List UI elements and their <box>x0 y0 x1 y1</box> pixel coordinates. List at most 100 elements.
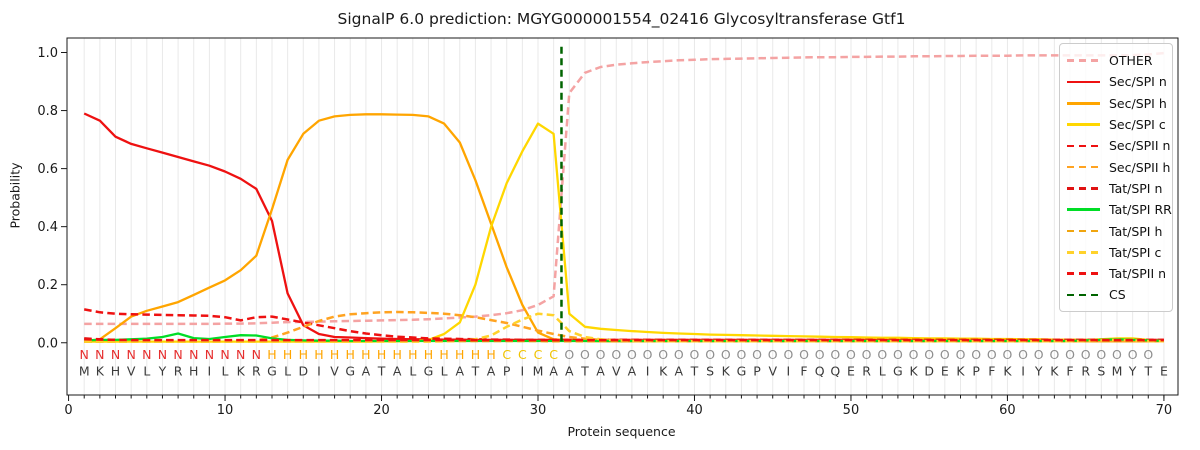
region-label: O <box>893 347 903 362</box>
legend-label: Sec/SPII h <box>1109 159 1171 175</box>
legend-line-sample <box>1067 229 1100 233</box>
region-label: O <box>971 347 981 362</box>
residue-letter: G <box>424 364 434 379</box>
region-label: H <box>486 347 495 362</box>
region-label: C <box>518 347 527 362</box>
residue-letter: Q <box>830 364 840 379</box>
x-tick-label: 10 <box>217 403 234 418</box>
legend-item-tat-spi-rr: Tat/SPI RR <box>1067 199 1172 220</box>
region-label: N <box>158 347 167 362</box>
x-tick-label: 20 <box>373 403 390 418</box>
residue-letter: A <box>362 364 371 379</box>
residue-letter: D <box>924 364 934 379</box>
series-lines <box>83 51 1165 343</box>
legend-line-sample <box>1067 101 1100 105</box>
residue-letter: G <box>893 364 903 379</box>
region-label: O <box>627 347 637 362</box>
legend-item-other: OTHER <box>1067 50 1172 71</box>
region-label: N <box>111 347 120 362</box>
region-label: O <box>643 347 653 362</box>
legend-line-sample <box>1067 123 1100 126</box>
region-label: O <box>752 347 762 362</box>
legend-item-tat-spi-h: Tat/SPI h <box>1067 220 1172 241</box>
residue-letter: E <box>1160 364 1168 379</box>
y-tick-label: 0.0 <box>37 336 58 351</box>
residue-letter: F <box>988 364 995 379</box>
region-label: O <box>1065 347 1075 362</box>
region-label: N <box>189 347 198 362</box>
series-line-tat-spi-c <box>84 312 1164 343</box>
region-label: O <box>830 347 840 362</box>
legend-line-sample <box>1067 144 1100 148</box>
legend-line-sample <box>1067 208 1100 212</box>
residue-letter: T <box>471 364 480 379</box>
region-label: O <box>1003 347 1013 362</box>
residue-letter: Q <box>815 364 825 379</box>
legend-item-sec-spi-n: Sec/SPI n <box>1067 71 1172 92</box>
residue-letter: V <box>768 364 777 379</box>
legend-line-sample <box>1067 165 1100 169</box>
region-label: C <box>534 347 543 362</box>
region-label: H <box>330 347 339 362</box>
residue-letter: A <box>487 364 496 379</box>
legend-label: Sec/SPI n <box>1109 74 1167 90</box>
residue-letter: A <box>549 364 558 379</box>
region-label: O <box>1018 347 1028 362</box>
legend-line-sample <box>1067 59 1100 62</box>
legend-line-sample <box>1067 272 1100 275</box>
region-label: O <box>611 347 621 362</box>
residue-letter: S <box>706 364 714 379</box>
legend-label: Sec/SPI c <box>1109 117 1166 133</box>
region-label: O <box>768 347 778 362</box>
residue-letter: G <box>737 364 747 379</box>
residue-letter: I <box>1021 364 1025 379</box>
region-label: O <box>1096 347 1106 362</box>
series-line-other <box>84 51 1165 326</box>
residue-letter: L <box>143 364 150 379</box>
residue-letter: K <box>722 364 731 379</box>
region-label: O <box>909 347 919 362</box>
legend: OTHER Sec/SPI n Sec/SPI h Sec/SPI c Sec/SPII… <box>1059 43 1173 312</box>
residue-letter: K <box>659 364 668 379</box>
region-label: O <box>596 347 606 362</box>
sequence-rows: NMNKNHNVNLNYNRNHNINLNKNRHGHLHDHIHVHGHAHT… <box>79 347 1168 379</box>
legend-label: Tat/SPI n <box>1109 180 1163 196</box>
legend-label: Sec/SPII n <box>1109 138 1171 154</box>
region-label: O <box>987 347 997 362</box>
residue-letter: E <box>847 364 855 379</box>
x-tick-label: 60 <box>999 403 1016 418</box>
residue-letter: L <box>222 364 229 379</box>
region-label: H <box>314 347 323 362</box>
region-label: O <box>783 347 793 362</box>
region-label: N <box>173 347 182 362</box>
region-label: N <box>95 347 104 362</box>
region-label: O <box>674 347 684 362</box>
series-line-sec-spi-n <box>83 112 1164 342</box>
region-label: H <box>455 347 464 362</box>
residue-letter: R <box>862 364 871 379</box>
legend-item-sec-spii-n: Sec/SPII n <box>1067 135 1172 156</box>
residue-letter: M <box>79 364 90 379</box>
series-line-sec-spi-h <box>84 113 1164 343</box>
residue-letter: D <box>298 364 308 379</box>
residue-letter: A <box>628 364 637 379</box>
residue-letter: P <box>972 364 980 379</box>
residue-letter: I <box>521 364 525 379</box>
residue-letter: A <box>565 364 574 379</box>
region-label: O <box>737 347 747 362</box>
region-label: O <box>721 347 731 362</box>
residue-letter: T <box>580 364 589 379</box>
y-axis-label: Probability <box>7 162 23 229</box>
residue-letter: L <box>409 364 416 379</box>
region-label: N <box>142 347 151 362</box>
region-label: O <box>1081 347 1091 362</box>
residue-letter: K <box>1050 364 1059 379</box>
residue-letter: Y <box>158 364 167 379</box>
residue-letter: V <box>612 364 621 379</box>
residue-letter: T <box>377 364 386 379</box>
region-label: O <box>1049 347 1059 362</box>
region-label: H <box>471 347 480 362</box>
legend-item-sec-spi-c: Sec/SPI c <box>1067 114 1172 135</box>
